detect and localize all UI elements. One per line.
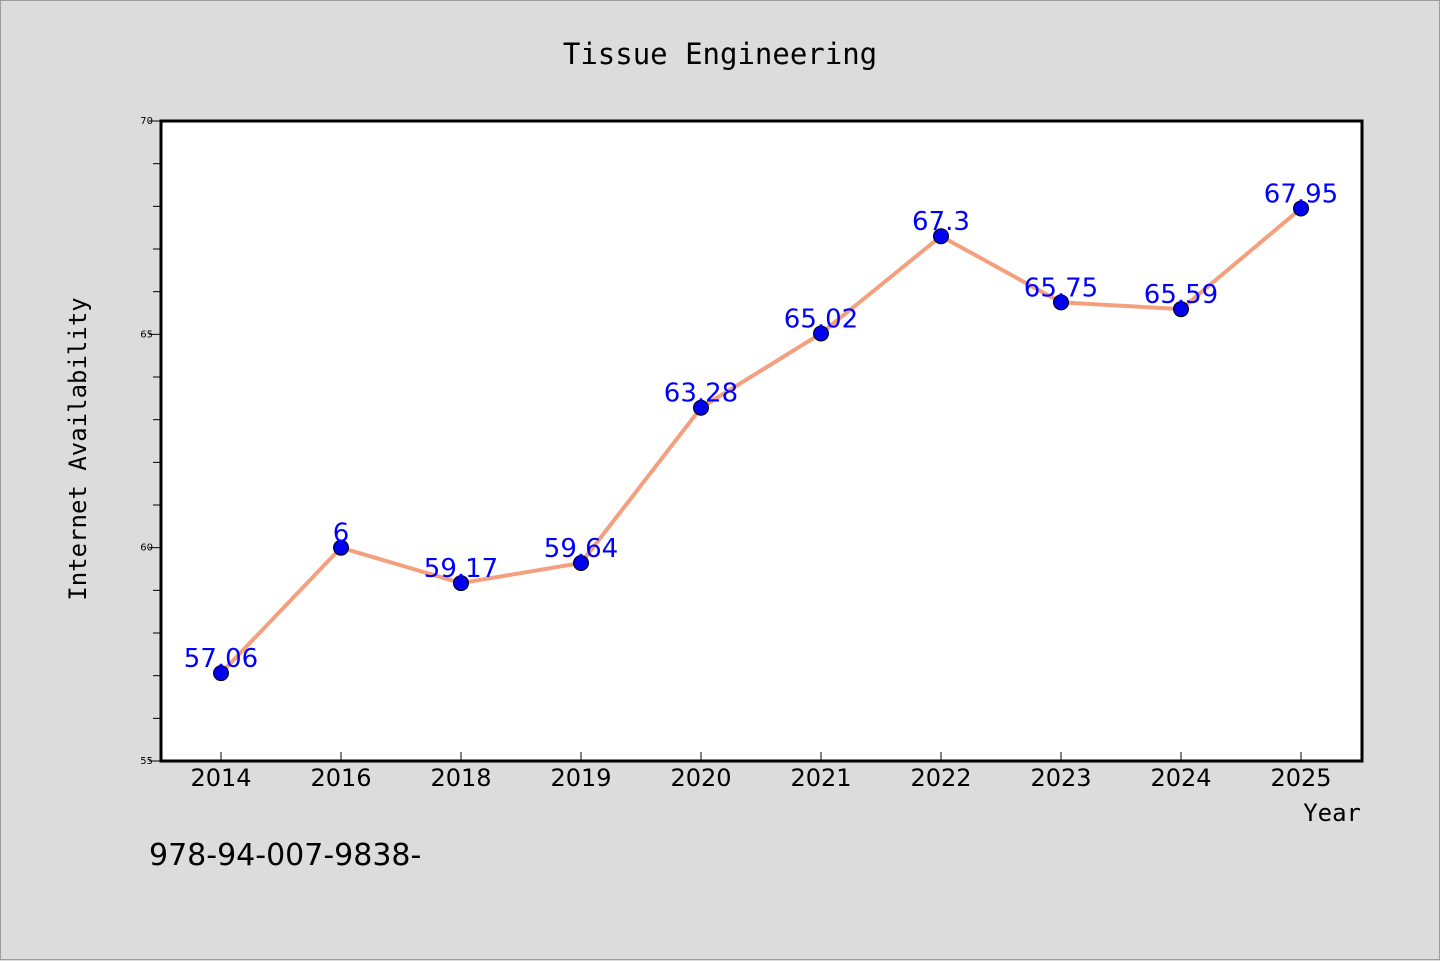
data-point xyxy=(693,399,709,416)
y-tick-label: 60 xyxy=(140,543,153,554)
x-tick-label: 2025 xyxy=(1270,764,1331,792)
data-label: 65.59 xyxy=(1144,280,1218,310)
data-label: 59.17 xyxy=(424,554,498,584)
footer-code: 978-94-007-9838- xyxy=(149,838,421,873)
x-tick-label: 2023 xyxy=(1030,764,1091,792)
x-tick-label: 2019 xyxy=(550,764,611,792)
x-tick-label: 2018 xyxy=(430,764,491,792)
x-tick-label: 2022 xyxy=(910,764,971,792)
series-line xyxy=(219,206,1303,676)
data-point xyxy=(1293,200,1309,217)
x-axis: 2014 2016 2018 2019 2020 2021 2022 2023 2024 2025 xyxy=(190,752,1332,792)
data-point xyxy=(933,228,949,245)
x-tick-label: 2016 xyxy=(310,764,371,792)
data-label: 59.64 xyxy=(544,534,618,564)
data-label: 65.02 xyxy=(784,304,858,334)
data-label: 57.06 xyxy=(184,644,258,674)
y-tick-label: 70 xyxy=(140,116,153,127)
x-tick-label: 2021 xyxy=(790,764,851,792)
data-point xyxy=(453,575,469,592)
data-point xyxy=(1053,294,1069,311)
data-point xyxy=(1173,301,1189,318)
data-point xyxy=(573,555,589,572)
y-tick-label: 55 xyxy=(140,756,153,767)
data-label: 6 xyxy=(333,519,350,549)
plot-area xyxy=(159,119,1364,763)
data-point xyxy=(213,665,229,682)
data-point xyxy=(813,325,829,342)
chart-title: Tissue Engineering xyxy=(563,37,877,71)
data-label-layer: 57.06 6 59.17 59.64 63.28 65.02 67.3 65.75 65.59… xyxy=(184,179,1338,674)
data-label: 65.75 xyxy=(1024,273,1098,303)
x-tick-label: 2014 xyxy=(190,764,251,792)
x-axis-label: Year xyxy=(1303,799,1361,827)
y-tick-label: 65 xyxy=(140,329,153,340)
data-point xyxy=(333,539,349,556)
y-axis-label: Internet Availability xyxy=(64,297,92,600)
data-label: 63.28 xyxy=(664,379,738,409)
x-tick-label: 2024 xyxy=(1150,764,1211,792)
data-label: 67.3 xyxy=(912,207,970,237)
series-layer xyxy=(213,200,1309,682)
x-tick-label: 2020 xyxy=(670,764,731,792)
data-label: 67.95 xyxy=(1264,179,1338,209)
y-axis: 55 60 65 70 xyxy=(140,116,161,767)
